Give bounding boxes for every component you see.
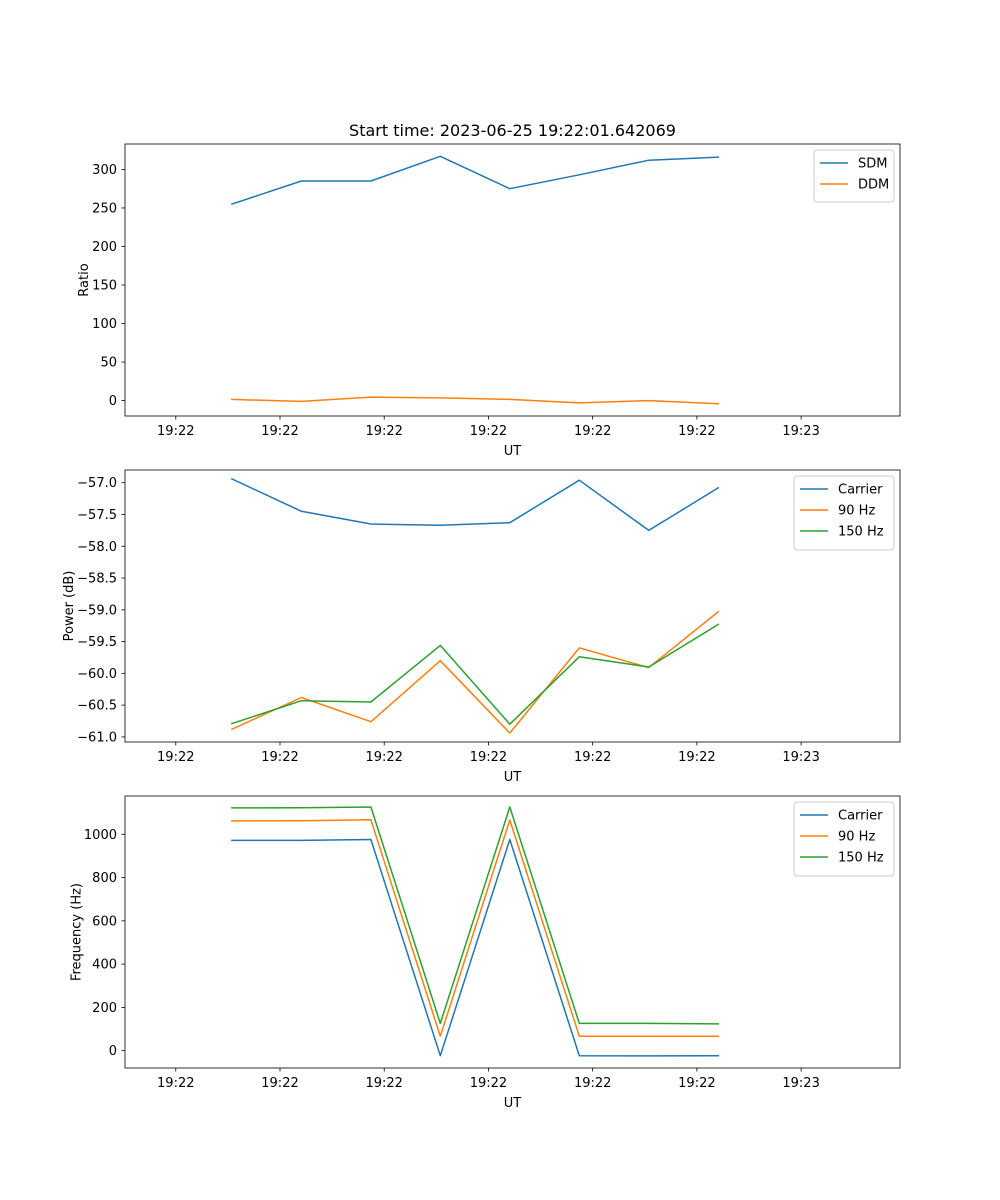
power-legend-label-150-hz: 150 Hz — [838, 525, 884, 540]
ratio-y-tick-label: 50 — [100, 356, 117, 371]
ratio-y-tick-label: 200 — [92, 240, 117, 255]
power-y-tick-label: −60.5 — [77, 699, 117, 714]
power-series-carrier-line — [230, 477, 720, 532]
power-y-tick-label: −59.0 — [77, 603, 117, 618]
ratio-x-tick-label: 19:22 — [261, 424, 298, 439]
ratio-legend-label-ddm: DDM — [858, 178, 889, 193]
power-x-tick-label: 19:23 — [782, 750, 819, 765]
ratio-x-tick-label: 19:22 — [365, 424, 402, 439]
power-x-tick-label: 19:22 — [157, 750, 194, 765]
frequency-legend: Carrier 90 Hz 150 Hz — [793, 801, 895, 877]
frequency-x-tick-label: 19:22 — [365, 1076, 402, 1091]
frequency-y-tick-label: 600 — [92, 914, 117, 929]
ratio-x-tick-label: 19:23 — [782, 424, 819, 439]
frequency-x-tick-label: 19:22 — [157, 1076, 194, 1091]
subplot-ratio: 19:22 19:22 19:22 19:22 19:22 19:22 19:23 0 50 10… — [77, 143, 901, 459]
power-series-150-hz-line — [230, 623, 720, 725]
frequency-legend-label-90-hz: 90 Hz — [838, 830, 875, 845]
power-axes-frame — [124, 469, 901, 743]
ratio-y-tick-label: 100 — [92, 317, 117, 332]
frequency-series-90-hz-line — [231, 819, 720, 1037]
subplot-frequency: 19:22 19:22 19:22 19:22 19:22 19:22 19:23 0 200 4… — [70, 795, 901, 1111]
power-x-tick-label: 19:22 — [365, 750, 402, 765]
ratio-legend: SDM DDM — [813, 149, 895, 203]
subplots: 19:22 19:22 19:22 19:22 19:22 19:22 19:23 0 50 10… — [62, 143, 901, 1111]
frequency-series-carrier-line — [231, 838, 720, 1057]
ratio-series-sdm-line — [230, 155, 720, 206]
power-y-tick-label: −58.5 — [77, 572, 117, 587]
power-x-tick-label: 19:22 — [261, 750, 298, 765]
frequency-legend-label-150-hz: 150 Hz — [838, 851, 884, 866]
power-x-tick-label: 19:22 — [470, 750, 507, 765]
ratio-y-tick-label: 300 — [92, 163, 117, 178]
frequency-x-axis-label: UT — [504, 1096, 522, 1111]
power-y-tick-label: −58.0 — [77, 540, 117, 555]
ratio-x-tick-label: 19:22 — [470, 424, 507, 439]
ratio-x-tick-label: 19:22 — [157, 424, 194, 439]
frequency-axes-frame — [124, 795, 901, 1069]
power-y-tick-label: −60.0 — [77, 667, 117, 682]
ratio-y-tick-label: 150 — [92, 279, 117, 294]
power-y-tick-label: −57.5 — [77, 508, 117, 523]
frequency-y-tick-label: 800 — [92, 871, 117, 886]
frequency-x-tick-label: 19:22 — [261, 1076, 298, 1091]
ratio-series-ddm-line — [231, 396, 720, 405]
ratio-legend-label-sdm: SDM — [858, 157, 887, 172]
frequency-y-tick-label: 200 — [92, 1001, 117, 1016]
power-legend-label-carrier: Carrier — [838, 483, 883, 498]
power-y-tick-label: −61.0 — [77, 730, 117, 745]
ratio-y-tick-label: 250 — [92, 201, 117, 216]
ratio-axes-frame — [124, 143, 901, 417]
frequency-y-tick-label: 400 — [92, 958, 117, 973]
ratio-x-tick-label: 19:22 — [678, 424, 715, 439]
frequency-x-tick-label: 19:23 — [782, 1076, 819, 1091]
power-y-tick-label: −59.5 — [77, 635, 117, 650]
frequency-y-tick-label: 1000 — [84, 828, 117, 843]
frequency-x-tick-label: 19:22 — [574, 1076, 611, 1091]
frequency-series-150-hz-line — [231, 806, 720, 1025]
figure-title: Start time: 2023-06-25 19:22:01.642069 — [349, 121, 676, 140]
ratio-x-tick-label: 19:22 — [574, 424, 611, 439]
frequency-y-axis-label: Frequency (Hz) — [70, 883, 85, 981]
power-x-axis-label: UT — [504, 770, 522, 785]
power-legend: Carrier 90 Hz 150 Hz — [793, 475, 895, 551]
frequency-x-tick-label: 19:22 — [678, 1076, 715, 1091]
ratio-y-tick-label: 0 — [109, 394, 117, 409]
frequency-y-tick-label: 0 — [109, 1044, 117, 1059]
ratio-x-axis-label: UT — [504, 444, 522, 459]
power-y-axis-label: Power (dB) — [62, 571, 77, 642]
power-y-tick-label: −57.0 — [77, 476, 117, 491]
frequency-legend-label-carrier: Carrier — [838, 809, 883, 824]
frequency-x-tick-label: 19:22 — [470, 1076, 507, 1091]
power-x-tick-label: 19:22 — [678, 750, 715, 765]
subplot-power: 19:22 19:22 19:22 19:22 19:22 19:22 19:23 −61.0… — [62, 469, 901, 785]
power-x-tick-label: 19:22 — [574, 750, 611, 765]
power-legend-label-90-hz: 90 Hz — [838, 504, 875, 519]
ratio-y-axis-label: Ratio — [77, 263, 92, 296]
